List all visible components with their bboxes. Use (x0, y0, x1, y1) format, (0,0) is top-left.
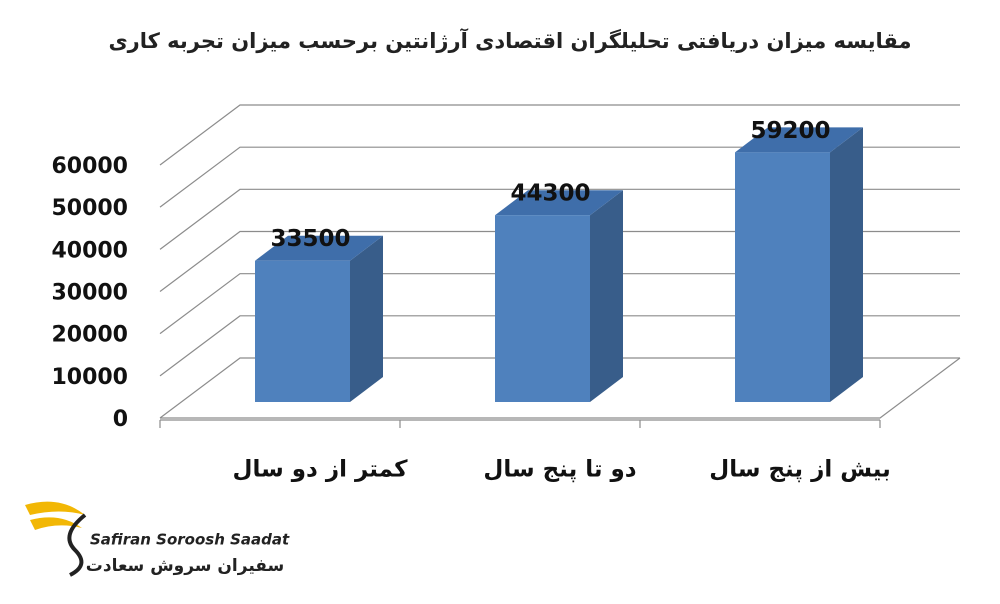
grid-line (159, 146, 960, 208)
bar (255, 260, 350, 402)
logo-name-en: Safiran Soroosh Saadat (90, 531, 290, 549)
logo-s (67, 513, 87, 577)
x-tick-label: کمتر از دو سال (233, 457, 409, 483)
y-tick-label: 50000 (51, 196, 128, 221)
chart-title: مقایسه میزان دریافتی تحلیلگران اقتصادی آ… (108, 28, 911, 53)
y-tick-label: 30000 (51, 281, 128, 306)
bar-top (495, 190, 623, 216)
y-tick-label: 10000 (51, 365, 128, 390)
logo: Safiran Soroosh Saadat سفیران سروش سعادت (25, 501, 290, 577)
y-tick-label: 20000 (51, 323, 128, 348)
bar (735, 152, 830, 402)
grid-line (159, 357, 960, 419)
y-tick-label: 40000 (51, 238, 128, 263)
grid-line (159, 273, 960, 335)
bar-side (830, 127, 863, 402)
bar (495, 215, 590, 402)
x-tick-label: دو تا پنج سال (483, 457, 636, 483)
value-label: 59200 (750, 118, 830, 144)
logo-name-fa: سفیران سروش سعادت (86, 556, 284, 576)
bar-side (350, 235, 383, 402)
x-tick-label: بیش از پنج سال (709, 457, 891, 483)
y-tick-label: 60000 (51, 154, 128, 179)
bar-top (735, 127, 863, 153)
grid-line (159, 188, 960, 250)
grid-line (159, 315, 960, 377)
bar-top (255, 235, 383, 261)
bar-side (590, 190, 623, 402)
logo-wing (30, 517, 82, 530)
floor (160, 357, 961, 419)
value-label: 44300 (510, 181, 590, 207)
y-tick-label: 0 (113, 407, 128, 432)
value-label: 33500 (270, 226, 350, 252)
grid-line (159, 230, 960, 292)
grid-line (159, 104, 960, 166)
logo-wing (25, 501, 85, 515)
